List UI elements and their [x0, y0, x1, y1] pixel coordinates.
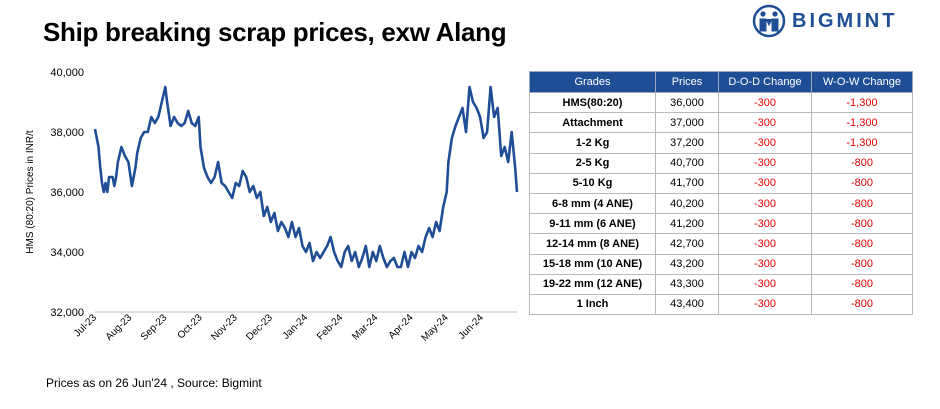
dod-change-cell: -300: [718, 112, 812, 134]
grade-cell: 6-8 mm (4 ANE): [529, 192, 656, 215]
wow-change-cell: -1,300: [811, 91, 913, 114]
table-body: HMS(80:20) 36,000 -300 -1,300 Attachment 37,0…: [529, 91, 913, 316]
table-row: 19-22 mm (12 ANE) 43,300 -300 -800: [529, 273, 913, 295]
dod-change-cell: -300: [718, 213, 812, 235]
bigmint-logo[interactable]: BIGMINT: [752, 4, 932, 38]
price-table: Grades Prices D-O-D Change W-O-W Change …: [529, 71, 913, 316]
series-line-hms: [93, 85, 519, 269]
header-grades: Grades: [529, 71, 656, 93]
price-cell: 43,400: [655, 293, 719, 316]
x-tick-label: Apr-24: [387, 312, 416, 341]
table-row: 5-10 Kg 41,700 -300 -800: [529, 172, 913, 194]
price-cell: 36,000: [655, 91, 719, 114]
x-tick-label: Dec-23: [244, 312, 275, 343]
grade-cell: 15-18 mm (10 ANE): [529, 253, 656, 275]
grade-cell: 1-2 Kg: [529, 132, 656, 154]
dod-change-cell: -300: [718, 91, 812, 114]
price-cell: 43,300: [655, 273, 719, 295]
line-chart: HMS (80:20) Prices in INR/t 32,000 34,000…: [25, 67, 519, 344]
grade-cell: 19-22 mm (12 ANE): [529, 273, 656, 295]
dod-change-cell: -300: [718, 233, 812, 255]
grade-cell: HMS(80:20): [529, 91, 656, 114]
grade-cell: 5-10 Kg: [529, 172, 656, 194]
grade-cell: Attachment: [529, 112, 656, 134]
x-tick-label: Nov-23: [209, 312, 240, 343]
logo-text: BIGMINT: [792, 10, 898, 32]
y-tick-label: 34,000: [50, 247, 84, 259]
dod-change-cell: -300: [718, 172, 812, 194]
x-tick-label: Feb-24: [315, 312, 345, 342]
table-row: 9-11 mm (6 ANE) 41,200 -300 -800: [529, 213, 913, 235]
price-cell: 41,700: [655, 172, 719, 194]
table-row: 15-18 mm (10 ANE) 43,200 -300 -800: [529, 253, 913, 275]
bigmint-logo-icon: [752, 4, 786, 38]
table-row: Attachment 37,000 -300 -1,300: [529, 112, 913, 134]
table-row: 1-2 Kg 37,200 -300 -1,300: [529, 132, 913, 154]
x-tick-label: Oct-23: [176, 312, 205, 341]
table-row: HMS(80:20) 36,000 -300 -1,300: [529, 91, 913, 114]
wow-change-cell: -800: [811, 253, 913, 275]
y-tick-label: 38,000: [50, 127, 84, 139]
dod-change-cell: -300: [718, 293, 812, 316]
x-tick-label: Sep-23: [139, 312, 170, 343]
header-wow-change: W-O-W Change: [811, 71, 913, 93]
wow-change-cell: -1,300: [811, 132, 913, 154]
table-row: 2-5 Kg 40,700 -300 -800: [529, 152, 913, 174]
price-cell: 42,700: [655, 233, 719, 255]
x-tick-label: Jan-24: [281, 312, 311, 342]
dod-change-cell: -300: [718, 132, 812, 154]
footer-note: Prices as on 26 Jun'24 , Source: Bigmint: [46, 376, 262, 390]
wow-change-cell: -800: [811, 233, 913, 255]
dod-change-cell: -300: [718, 253, 812, 275]
x-tick-label: May-24: [419, 312, 451, 344]
price-cell: 37,000: [655, 112, 719, 134]
y-tick-label: 36,000: [50, 187, 84, 199]
wow-change-cell: -800: [811, 172, 913, 194]
table-row: 12-14 mm (8 ANE) 42,700 -300 -800: [529, 233, 913, 255]
wow-change-cell: -1,300: [811, 112, 913, 134]
dod-change-cell: -300: [718, 273, 812, 295]
chart-title: Ship breaking scrap prices, exw Alang: [43, 17, 507, 47]
grade-cell: 12-14 mm (8 ANE): [529, 233, 656, 255]
wow-change-cell: -800: [811, 152, 913, 174]
wow-change-cell: -800: [811, 192, 913, 215]
price-cell: 40,700: [655, 152, 719, 174]
dod-change-cell: -300: [718, 192, 812, 215]
y-tick-label: 32,000: [50, 307, 84, 319]
header-prices: Prices: [655, 71, 719, 93]
grade-cell: 1 Inch: [529, 293, 656, 316]
wow-change-cell: -800: [811, 213, 913, 235]
grade-cell: 9-11 mm (6 ANE): [529, 213, 656, 235]
x-tick-labels: Jul-23 Aug-23 Sep-23 Oct-23 Nov-23 Dec-23 Jan-…: [72, 312, 486, 344]
wow-change-cell: -800: [811, 273, 913, 295]
header-dod-change: D-O-D Change: [718, 71, 812, 93]
x-tick-label: Aug-23: [104, 312, 135, 343]
price-cell: 40,200: [655, 192, 719, 215]
x-tick-label: Mar-24: [350, 312, 380, 342]
dod-change-cell: -300: [718, 152, 812, 174]
y-tick-labels: 32,000 34,000 36,000 38,000 40,000: [50, 67, 84, 319]
price-cell: 41,200: [655, 213, 719, 235]
table-row: 6-8 mm (4 ANE) 40,200 -300 -800: [529, 192, 913, 215]
table-row: 1 Inch 43,400 -300 -800: [529, 293, 913, 316]
price-cell: 37,200: [655, 132, 719, 154]
grade-cell: 2-5 Kg: [529, 152, 656, 174]
price-cell: 43,200: [655, 253, 719, 275]
y-axis-label: HMS (80:20) Prices in INR/t: [25, 130, 36, 254]
wow-change-cell: -800: [811, 293, 913, 316]
x-tick-label: Jun-24: [457, 312, 487, 342]
y-tick-label: 40,000: [50, 67, 84, 79]
table-header-row: Grades Prices D-O-D Change W-O-W Change: [529, 71, 913, 93]
